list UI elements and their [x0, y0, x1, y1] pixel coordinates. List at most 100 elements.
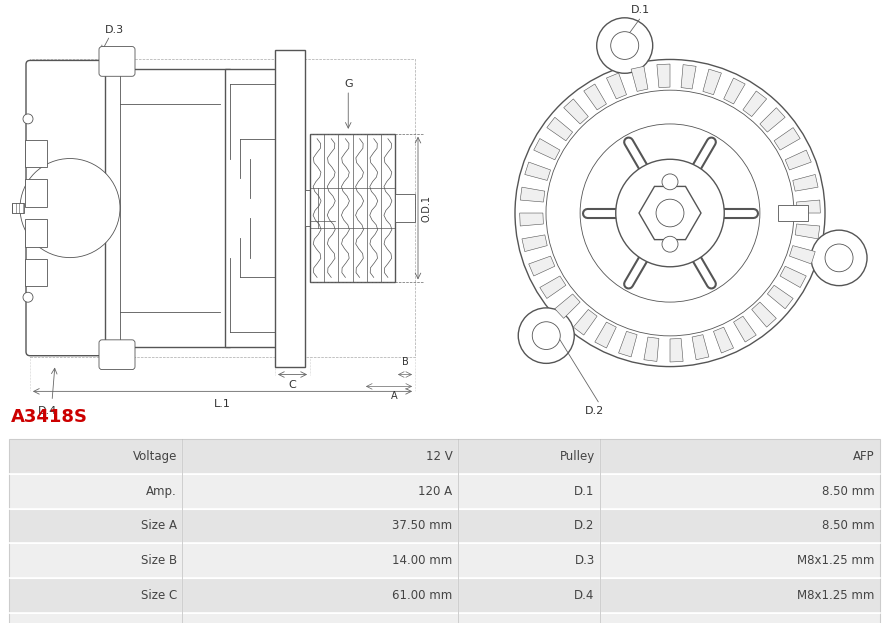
Polygon shape [733, 316, 757, 342]
Bar [305, 190, 340, 226]
Polygon shape [525, 162, 550, 181]
Polygon shape [564, 99, 589, 124]
Bar [778, 205, 808, 221]
Text: 37.50 mm: 37.50 mm [392, 520, 453, 533]
Polygon shape [584, 84, 606, 110]
Polygon shape [789, 245, 815, 264]
Circle shape [825, 244, 853, 272]
Polygon shape [743, 91, 766, 117]
Text: Amp.: Amp. [146, 485, 177, 498]
Circle shape [20, 158, 120, 257]
Text: 12 V: 12 V [426, 450, 453, 463]
Polygon shape [522, 235, 548, 252]
Circle shape [811, 230, 867, 285]
Text: A3418S: A3418S [11, 407, 88, 426]
FancyBboxPatch shape [26, 60, 114, 356]
Text: C: C [289, 381, 296, 391]
Polygon shape [703, 69, 721, 95]
Text: Size A: Size A [141, 520, 177, 533]
Text: D.4: D.4 [38, 406, 57, 416]
Text: 61.00 mm: 61.00 mm [392, 589, 453, 602]
Circle shape [23, 114, 33, 124]
Text: M8x1.25 mm: M8x1.25 mm [797, 589, 875, 602]
Bar [275, 50, 305, 366]
FancyBboxPatch shape [99, 47, 135, 76]
Polygon shape [573, 310, 597, 335]
Polygon shape [767, 285, 793, 309]
Bar [395, 194, 415, 222]
Circle shape [616, 159, 725, 267]
Text: 120 A: 120 A [419, 485, 453, 498]
Circle shape [533, 321, 560, 350]
Text: A: A [390, 391, 397, 401]
Text: D.1: D.1 [631, 5, 651, 15]
Bar [30, 59, 415, 357]
Text: Pulley: Pulley [559, 450, 595, 463]
Text: Voltage: Voltage [132, 450, 177, 463]
Polygon shape [540, 276, 566, 298]
Text: D.3: D.3 [574, 554, 595, 568]
Polygon shape [520, 213, 543, 226]
Circle shape [597, 18, 653, 74]
Circle shape [546, 90, 794, 336]
Polygon shape [670, 338, 683, 362]
Text: D.1: D.1 [574, 485, 595, 498]
Bar [12, 203, 24, 213]
Bar [310, 134, 395, 282]
Text: Size B: Size B [140, 554, 177, 568]
Polygon shape [639, 186, 701, 240]
Polygon shape [797, 200, 821, 213]
Polygon shape [714, 327, 733, 353]
Bar [105, 69, 230, 347]
Polygon shape [780, 266, 806, 287]
Text: D.2: D.2 [574, 520, 595, 533]
Polygon shape [533, 138, 560, 160]
Polygon shape [724, 78, 745, 104]
Circle shape [515, 59, 825, 366]
Polygon shape [529, 256, 555, 276]
Text: D.4: D.4 [574, 589, 595, 602]
Polygon shape [692, 335, 709, 359]
Bar [25, 179, 47, 207]
Text: L.1: L.1 [214, 399, 231, 409]
Polygon shape [752, 302, 776, 327]
Polygon shape [795, 224, 820, 239]
Polygon shape [760, 108, 785, 132]
Polygon shape [793, 174, 818, 191]
Polygon shape [631, 66, 648, 92]
Bar [25, 219, 47, 247]
Text: 8.50 mm: 8.50 mm [822, 485, 875, 498]
Bar [225, 69, 280, 347]
Polygon shape [657, 64, 670, 88]
Polygon shape [619, 331, 637, 357]
Polygon shape [520, 187, 545, 202]
Text: Size C: Size C [140, 589, 177, 602]
Circle shape [662, 174, 678, 190]
Circle shape [656, 199, 684, 227]
Text: 14.00 mm: 14.00 mm [392, 554, 453, 568]
Bar [25, 140, 47, 168]
Text: M8x1.25 mm: M8x1.25 mm [797, 554, 875, 568]
Text: D.3: D.3 [105, 25, 124, 35]
Circle shape [23, 292, 33, 302]
FancyBboxPatch shape [99, 340, 135, 369]
Text: G: G [344, 79, 353, 89]
Text: 8.50 mm: 8.50 mm [822, 520, 875, 533]
Circle shape [518, 308, 574, 363]
Text: AFP: AFP [853, 450, 875, 463]
Polygon shape [644, 337, 659, 361]
Polygon shape [785, 150, 812, 170]
Polygon shape [774, 128, 800, 150]
Polygon shape [547, 117, 573, 141]
Text: B: B [402, 356, 408, 366]
Circle shape [611, 32, 638, 59]
Text: O.D.1: O.D.1 [422, 194, 432, 222]
Text: D.2: D.2 [585, 406, 604, 416]
Circle shape [581, 124, 760, 302]
Polygon shape [595, 322, 616, 348]
Polygon shape [555, 294, 581, 318]
Polygon shape [681, 65, 696, 89]
Polygon shape [606, 73, 627, 99]
Bar [25, 259, 47, 287]
Circle shape [662, 236, 678, 252]
